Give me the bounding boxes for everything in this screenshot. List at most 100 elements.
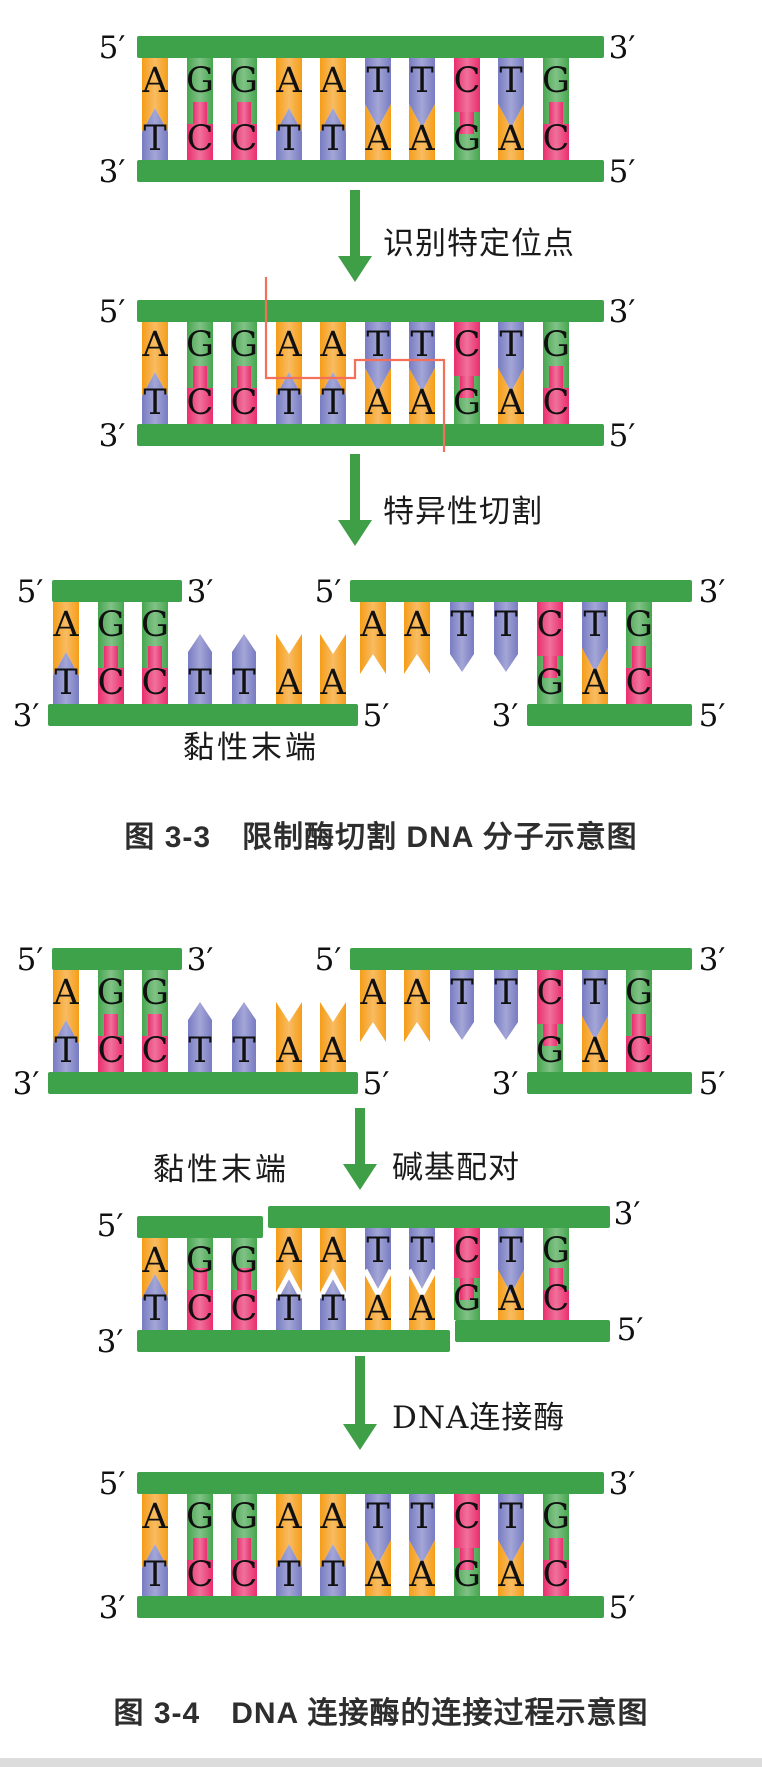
gc-plug-tab xyxy=(148,1014,162,1036)
base-letter: C xyxy=(454,1497,481,1537)
top-backbone xyxy=(137,300,604,322)
base-letter: A xyxy=(408,1289,435,1329)
base-letter: C xyxy=(537,605,564,645)
flow-arrow-recognize xyxy=(338,190,372,282)
step-label-recognize: 识别特定位点 xyxy=(383,226,575,262)
base-letter: G xyxy=(141,605,169,645)
base-strip-T xyxy=(142,1544,168,1596)
base-letter: A xyxy=(403,973,430,1013)
base-letter: A xyxy=(364,119,391,159)
page-bottom-edge xyxy=(0,1758,762,1767)
base-strip-C xyxy=(543,124,569,160)
nick-seam xyxy=(317,1268,349,1300)
bottom-backbone xyxy=(137,1596,604,1618)
base-strip-A xyxy=(142,58,168,132)
base-strip-C xyxy=(187,1290,213,1330)
base-strip-A xyxy=(498,104,524,160)
base-strip-A xyxy=(498,368,524,424)
gc-plug-tab xyxy=(104,1014,118,1036)
base-strip-C xyxy=(543,1290,569,1320)
prime-label: 3′ xyxy=(699,942,726,978)
base-letter: C xyxy=(454,1231,481,1271)
gc-plug-tab xyxy=(632,646,646,668)
nick-seam xyxy=(362,1268,394,1300)
base-letter: A xyxy=(141,61,168,101)
nick-seam xyxy=(273,1268,305,1300)
base-letter: A xyxy=(275,1031,302,1071)
base-letter: G xyxy=(186,1497,214,1537)
base-strip-A xyxy=(276,1494,302,1568)
base-letter: A xyxy=(497,1555,524,1595)
base-letter: T xyxy=(321,1555,344,1595)
prime-label: 5′ xyxy=(609,154,636,190)
base-strip-T xyxy=(276,372,302,424)
base-letter: A xyxy=(275,325,302,365)
base-letter: G xyxy=(536,1031,564,1071)
base-strip-T xyxy=(320,372,346,424)
gc-plug-tab xyxy=(148,646,162,668)
base-strip-A xyxy=(53,602,79,676)
base-letter: T xyxy=(321,1289,344,1329)
base-letter: A xyxy=(319,1031,346,1071)
bottom-backbone xyxy=(137,424,604,446)
base-strip-T xyxy=(365,1494,391,1564)
base-letter: A xyxy=(275,61,302,101)
prime-label: 5′ xyxy=(609,418,636,454)
base-strip-T xyxy=(53,1020,79,1072)
base-letter: A xyxy=(141,1241,168,1281)
arrow-shaft xyxy=(350,190,360,256)
base-letter: T xyxy=(450,605,473,645)
base-letter: C xyxy=(454,325,481,365)
overhang-T xyxy=(450,602,474,672)
right-bottom-backbone xyxy=(455,1320,610,1342)
top-backbone xyxy=(137,1472,604,1494)
base-strip-A xyxy=(320,1228,346,1298)
overhang-T xyxy=(450,970,474,1040)
base-letter: T xyxy=(277,1289,300,1329)
gc-plug-tab xyxy=(193,366,207,388)
base-letter: T xyxy=(277,383,300,423)
base-letter: C xyxy=(98,663,125,703)
panel-sticky-fragments: A G GT C C T T A AA A T T C T GG A C5′ 3′3′ 5′5′ 3′3′ 5′ xyxy=(13,942,726,1102)
base-strip-A xyxy=(276,1228,302,1298)
base-letter: C xyxy=(142,1031,169,1071)
base-strip-A xyxy=(276,58,302,132)
base-letter: C xyxy=(543,383,570,423)
overhang-A xyxy=(276,634,302,704)
base-letter: A xyxy=(497,383,524,423)
base-letter: T xyxy=(499,325,522,365)
prime-label: 3′ xyxy=(99,418,126,454)
prime-label: 5′ xyxy=(99,294,126,330)
base-strip-A xyxy=(365,104,391,160)
gc-plug-tab xyxy=(460,112,474,134)
base-strip-C xyxy=(187,124,213,160)
base-strip-C xyxy=(231,388,257,424)
base-strip-T xyxy=(276,108,302,160)
gc-plug-tab xyxy=(193,1268,207,1290)
base-letter: A xyxy=(319,61,346,101)
overhang-T xyxy=(232,634,256,704)
base-strip-C xyxy=(231,124,257,160)
base-letter: A xyxy=(497,1279,524,1319)
base-strip-A xyxy=(365,368,391,424)
overhang-A xyxy=(404,602,430,674)
base-strip-C xyxy=(98,668,124,704)
base-strip-A xyxy=(409,1540,435,1596)
prime-label: 3′ xyxy=(609,1466,636,1502)
overhang-A xyxy=(276,1002,302,1072)
base-letter: T xyxy=(450,973,473,1013)
base-letter: C xyxy=(231,1555,258,1595)
base-strip-T xyxy=(582,602,608,672)
base-letter: T xyxy=(366,1497,389,1537)
base-letter: A xyxy=(581,663,608,703)
base-strip-T xyxy=(365,322,391,392)
base-letter: T xyxy=(54,1031,77,1071)
base-strip-A xyxy=(53,970,79,1044)
base-letter: G xyxy=(542,325,570,365)
base-letter: A xyxy=(52,973,79,1013)
top-backbone xyxy=(137,36,604,58)
arrow-head xyxy=(338,520,372,546)
